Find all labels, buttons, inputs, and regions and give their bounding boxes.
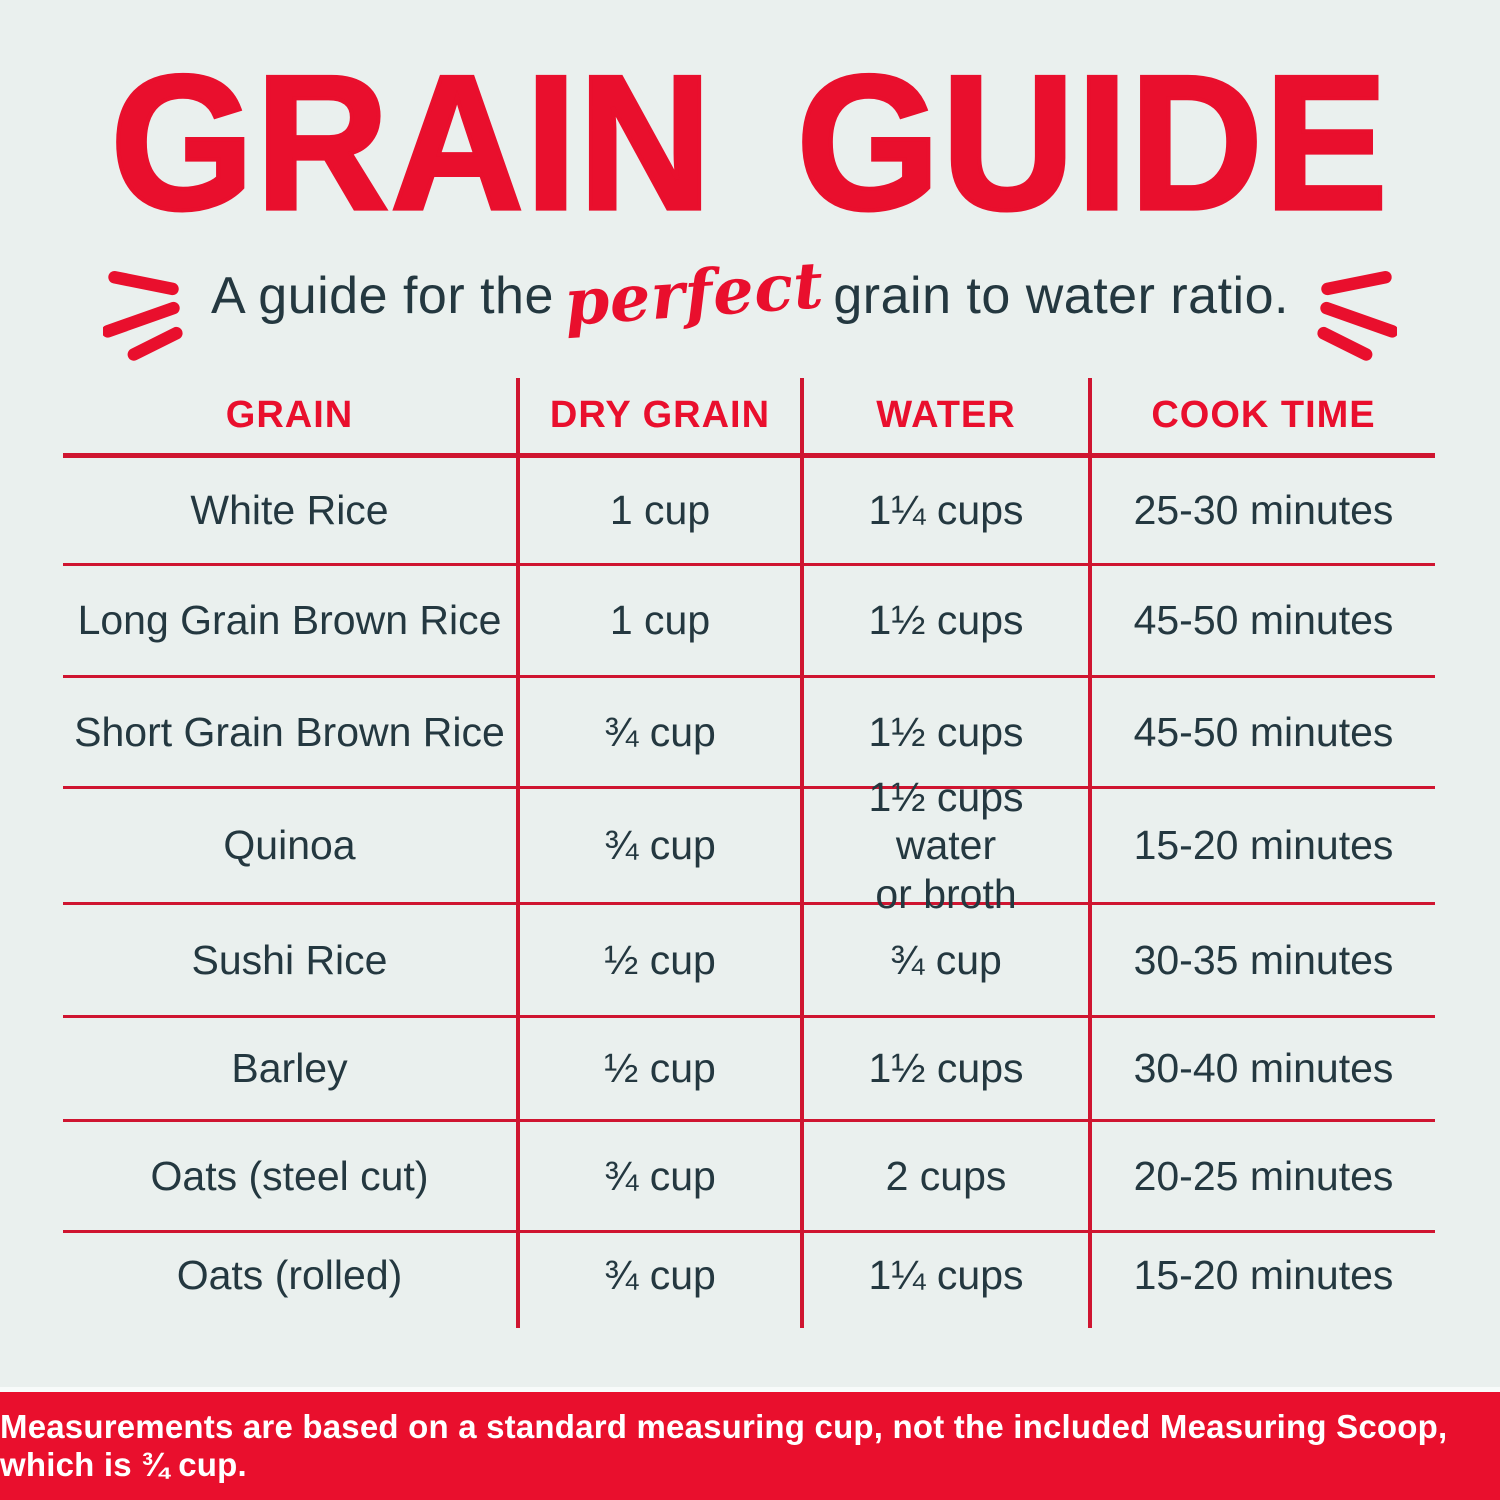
column-header-cook_time: COOK TIME <box>1092 378 1435 458</box>
subtitle-text-prefix: A guide for the <box>211 267 554 325</box>
table-cell-grain: Oats (rolled) <box>63 1233 520 1328</box>
table-cell-cook_time: 45-50 minutes <box>1092 566 1435 678</box>
table-cell-dry_grain: 1 cup <box>520 566 804 678</box>
table-cell-water: 1¼ cups <box>804 1233 1092 1328</box>
emphasis-burst-left-icon <box>103 271 183 361</box>
table-cell-cook_time: 25-30 minutes <box>1092 458 1435 566</box>
table-cell-grain: White Rice <box>63 458 520 566</box>
table-cell-grain: Sushi Rice <box>63 905 520 1018</box>
subtitle-text-suffix: grain to water ratio. <box>833 267 1289 325</box>
table-cell-dry_grain: ¾ cup <box>520 789 804 905</box>
table-cell-dry_grain: ¾ cup <box>520 1233 804 1328</box>
footer-note: Measurements are based on a standard mea… <box>0 1408 1448 1483</box>
table-cell-water: 1¼ cups <box>804 458 1092 566</box>
column-header-grain: GRAIN <box>63 378 520 458</box>
table-cell-water: 2 cups <box>804 1122 1092 1233</box>
grain-table: GRAIN DRY GRAIN WATER COOK TIME White Rice 1 … <box>63 378 1435 1328</box>
table-cell-cook_time: 15-20 minutes <box>1092 789 1435 905</box>
subtitle: A guide for the perfect grain to water rat… <box>0 246 1500 361</box>
subtitle-text: A guide for the perfect grain to water rat… <box>211 248 1289 341</box>
subtitle-highlight: perfect <box>561 248 826 341</box>
column-header-dry_grain: DRY GRAIN <box>520 378 804 458</box>
footer-band: Measurements are based on a standard mea… <box>0 1392 1500 1500</box>
table-cell-water: 1½ cups <box>804 1018 1092 1122</box>
page-title: GRAIN GUIDE <box>109 34 1390 250</box>
table-cell-grain: Short Grain Brown Rice <box>63 678 520 789</box>
footer-divider <box>0 1387 1500 1392</box>
table-cell-dry_grain: ¾ cup <box>520 1122 804 1233</box>
table-cell-grain: Oats (steel cut) <box>63 1122 520 1233</box>
emphasis-burst-right-icon <box>1317 271 1397 361</box>
table-cell-dry_grain: 1 cup <box>520 458 804 566</box>
table-cell-cook_time: 30-40 minutes <box>1092 1018 1435 1122</box>
table-cell-cook_time: 45-50 minutes <box>1092 678 1435 789</box>
table-cell-cook_time: 30-35 minutes <box>1092 905 1435 1018</box>
table-cell-cook_time: 15-20 minutes <box>1133 1252 1394 1298</box>
table-cell-dry_grain: ½ cup <box>520 905 804 1018</box>
table-cell-grain: Barley <box>63 1018 520 1122</box>
table-cell-water: 1½ cups <box>804 566 1092 678</box>
table-cell-dry_grain: ¾ cup <box>520 678 804 789</box>
table-cell-water: ¾ cup <box>804 905 1092 1018</box>
table-cell-grain: Quinoa <box>63 789 520 905</box>
table-cell-water: 1½ cups water or broth <box>804 774 1092 917</box>
table-cell-grain: Long Grain Brown Rice <box>63 566 520 678</box>
table-cell-cook_time: 20-25 minutes <box>1092 1122 1435 1233</box>
table-cell-water: 1½ cups <box>804 678 1092 789</box>
table-cell-dry_grain: ½ cup <box>520 1018 804 1122</box>
column-header-water: WATER <box>804 378 1092 458</box>
